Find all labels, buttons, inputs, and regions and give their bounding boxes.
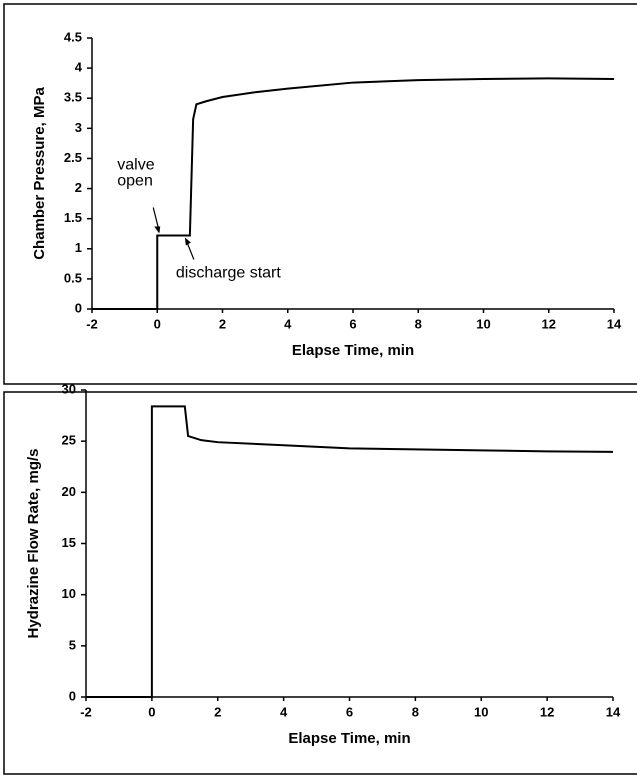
x-tick-label: -2	[86, 316, 98, 331]
x-tick-label: 14	[607, 316, 622, 331]
y-tick-label: 3.5	[64, 90, 82, 105]
x-tick-label: 10	[476, 316, 490, 331]
y-tick-label: 2	[75, 180, 82, 195]
y-tick-label: 5	[69, 637, 76, 652]
x-tick-label: 12	[540, 704, 554, 719]
y-tick-label: 10	[62, 586, 76, 601]
x-tick-label: 8	[412, 704, 419, 719]
panel-frame	[3, 391, 637, 775]
x-tick-label: 8	[415, 316, 422, 331]
y-tick-label: 3	[75, 120, 82, 135]
data-line	[86, 405, 614, 698]
annotation: valve	[117, 157, 154, 174]
y-tick-label: 4.5	[64, 29, 82, 44]
panel-frame	[3, 3, 637, 385]
y-tick-label: 1	[75, 240, 82, 255]
data-line	[92, 77, 615, 310]
x-axis-label: Elapse Time, min	[292, 342, 414, 359]
y-tick-label: 0.5	[64, 270, 82, 285]
y-tick-label: 0	[69, 688, 76, 703]
arrow-head	[184, 237, 191, 246]
y-tick-label: 2.5	[64, 150, 82, 165]
x-tick-label: 14	[606, 704, 621, 719]
x-tick-label: 0	[148, 704, 155, 719]
annotation: discharge start	[176, 265, 281, 282]
x-tick-label: 4	[284, 316, 292, 331]
annotation: open	[117, 173, 153, 190]
x-tick-label: 4	[280, 704, 288, 719]
y-tick-label: 20	[62, 484, 76, 499]
x-tick-label: 2	[219, 316, 226, 331]
x-tick-label: -2	[80, 704, 92, 719]
y-tick-label: 25	[62, 433, 76, 448]
x-tick-label: 2	[214, 704, 221, 719]
y-tick-label: 30	[62, 381, 76, 396]
x-axis-label: Elapse Time, min	[288, 730, 410, 747]
x-tick-label: 6	[346, 704, 353, 719]
x-tick-label: 10	[474, 704, 488, 719]
arrow-head	[154, 226, 161, 234]
y-tick-label: 1.5	[64, 210, 82, 225]
x-tick-label: 0	[154, 316, 161, 331]
x-tick-label: 6	[349, 316, 356, 331]
y-axis-label: Hydrazine Flow Rate, mg/s	[25, 448, 42, 638]
y-axis-label: Chamber Pressure, MPa	[31, 87, 48, 260]
y-tick-label: 4	[75, 60, 83, 75]
y-tick-label: 0	[75, 300, 82, 315]
y-tick-label: 15	[62, 535, 76, 550]
x-tick-label: 12	[542, 316, 556, 331]
